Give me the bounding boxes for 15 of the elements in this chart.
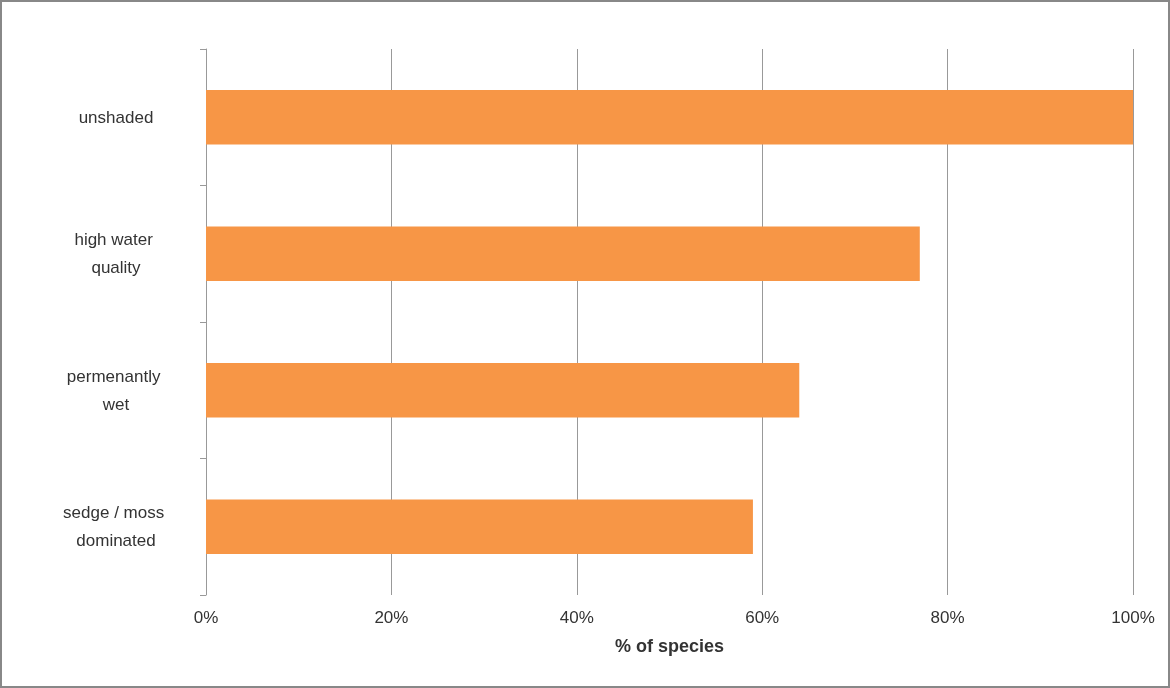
bar	[206, 226, 920, 282]
y-tick-label: permenantly wet	[66, 366, 166, 414]
y-tick-label: high water quality	[74, 230, 158, 278]
y-tick-label: sedge / moss dominated	[63, 503, 169, 551]
x-tick-label: 80%	[930, 608, 965, 627]
x-tick-label: 100%	[1111, 608, 1155, 627]
bar	[206, 499, 753, 555]
bar	[206, 362, 800, 418]
x-tick-label: 20%	[374, 608, 409, 627]
x-axis-title: % of species	[614, 636, 725, 656]
x-tick-label: 0%	[193, 608, 219, 627]
y-tick-label: unshaded	[78, 107, 154, 127]
bar	[206, 89, 1133, 145]
x-tick-label: 40%	[559, 608, 594, 627]
x-tick-label: 60%	[745, 608, 780, 627]
